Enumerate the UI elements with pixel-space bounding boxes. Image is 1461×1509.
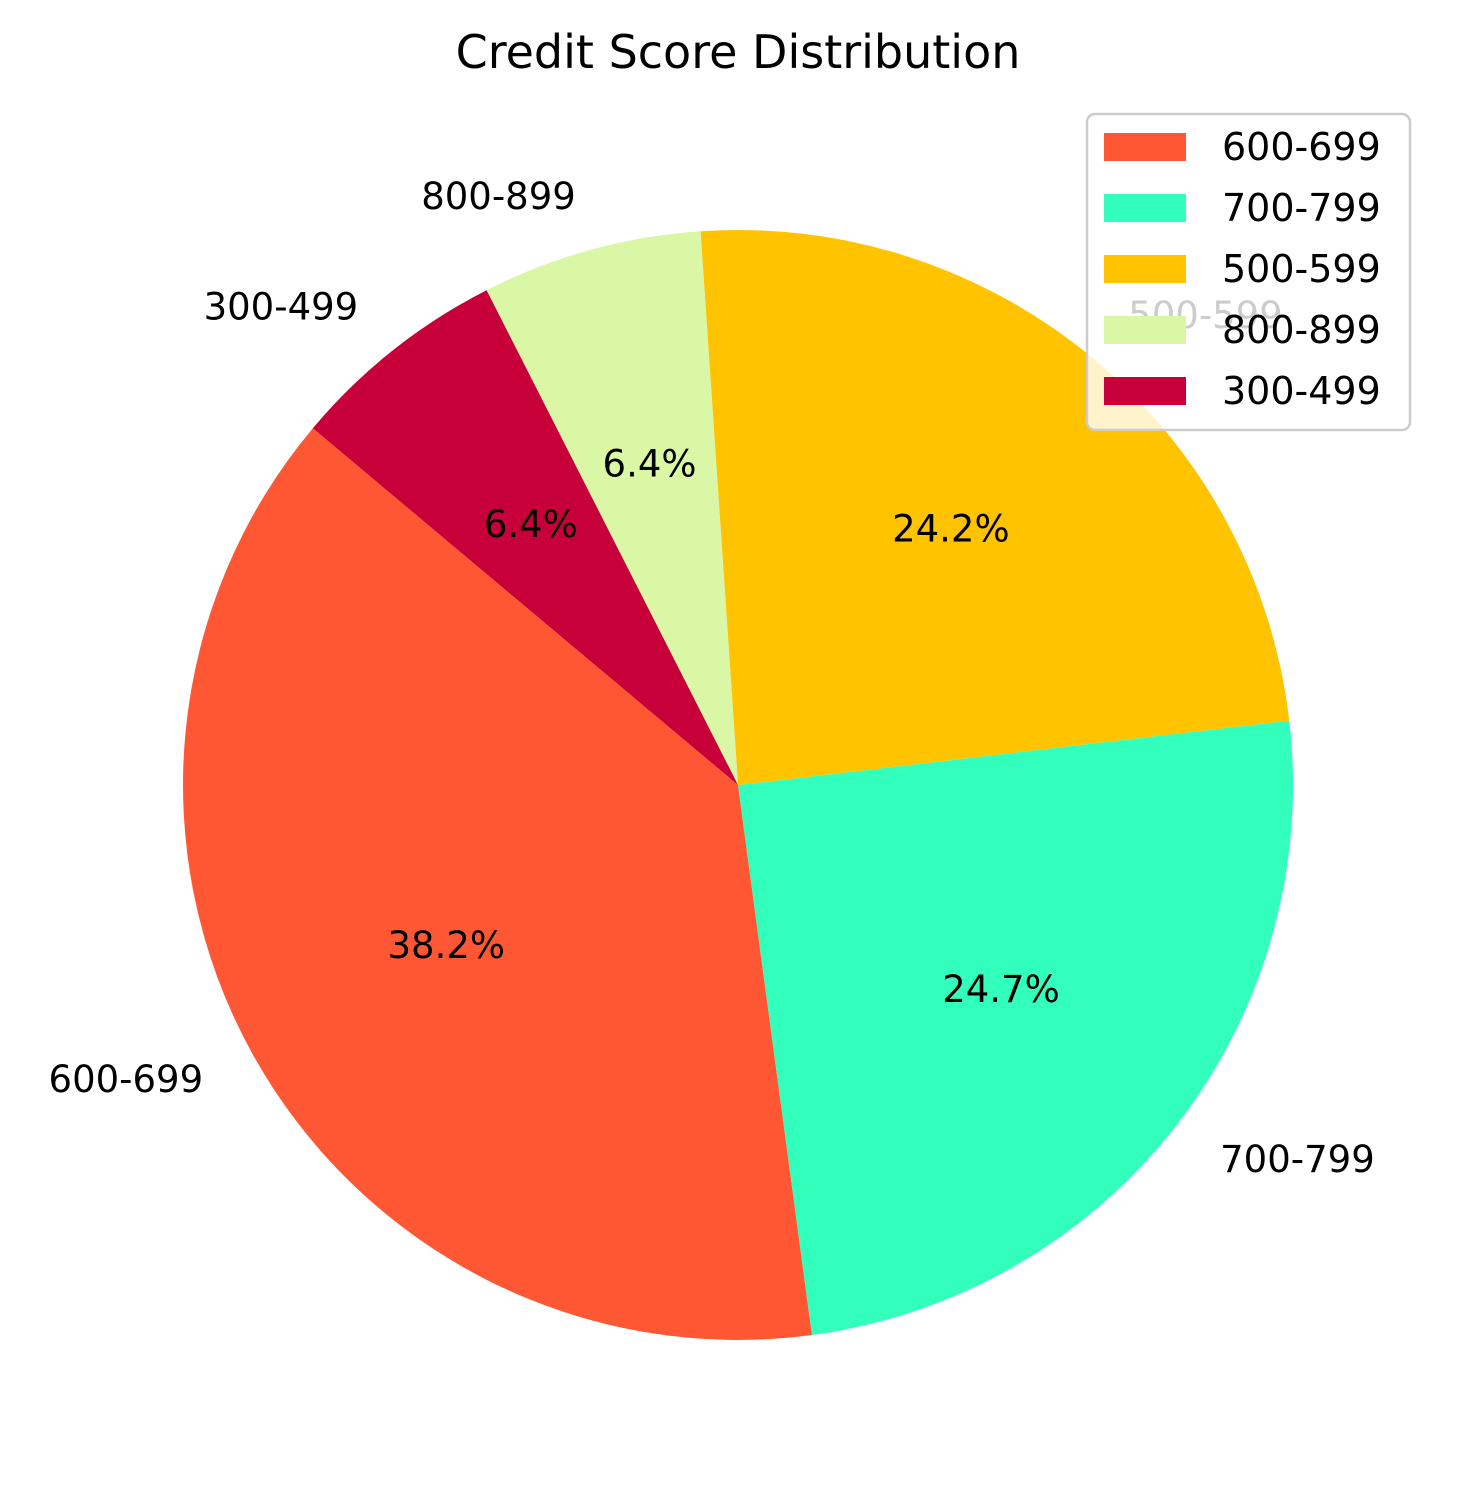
- legend-swatch-800-899: [1104, 316, 1186, 344]
- legend-swatch-300-499: [1104, 377, 1186, 405]
- slice-percent-700-799: 24.7%: [942, 968, 1060, 1011]
- slice-label-300-499: 300-499: [204, 286, 359, 329]
- pie-slice-300-499: [312, 290, 738, 785]
- legend-label-500-599: 500-599: [1222, 247, 1381, 291]
- legend-frame: [1085, 112, 1412, 432]
- legend-label-600-699: 600-699: [1222, 125, 1381, 169]
- slice-percent-800-899: 6.4%: [603, 442, 697, 485]
- slice-percent-500-599: 24.2%: [892, 507, 1010, 550]
- pie-slice-800-899: [486, 231, 738, 785]
- legend: 600-699 700-799 500-599 800-899 300-499: [1085, 112, 1412, 432]
- slice-percent-300-499: 6.4%: [484, 503, 578, 546]
- slice-percent-600-699: 38.2%: [387, 924, 505, 967]
- slice-label-800-899: 800-899: [421, 175, 576, 218]
- slice-label-700-799: 700-799: [1220, 1138, 1375, 1181]
- pie-slices: [182, 230, 1294, 1340]
- legend-label-800-899: 800-899: [1222, 308, 1381, 352]
- pie-slice-600-699: [182, 428, 812, 1340]
- legend-label-300-499: 300-499: [1222, 369, 1381, 413]
- slice-label-600-699: 600-699: [49, 1058, 204, 1101]
- pie-slice-500-599: [700, 230, 1290, 785]
- slice-labels: 600-69938.2%700-79924.7%500-59924.2%800-…: [49, 175, 1375, 1181]
- pie-slice-700-799: [738, 720, 1294, 1336]
- legend-swatch-600-699: [1104, 133, 1186, 161]
- legend-swatch-700-799: [1104, 194, 1186, 222]
- legend-label-700-799: 700-799: [1222, 186, 1381, 230]
- chart-title: Credit Score Distribution: [456, 25, 1021, 79]
- legend-swatch-500-599: [1104, 255, 1186, 283]
